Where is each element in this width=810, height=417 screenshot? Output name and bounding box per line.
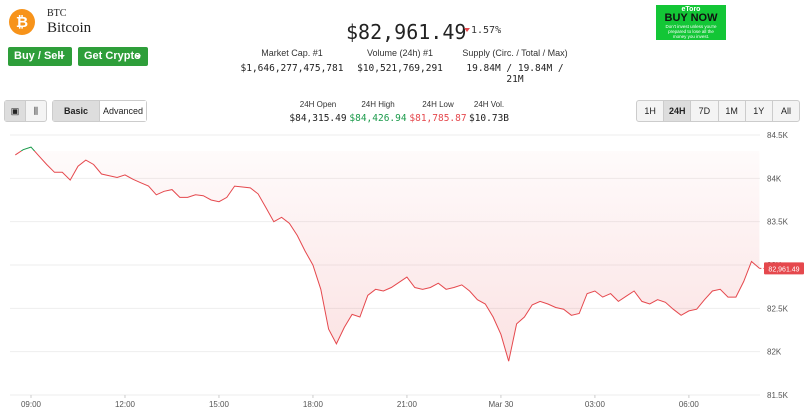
ad-cta: BUY NOW <box>664 12 718 24</box>
price-area <box>15 150 760 362</box>
x-tick-label: Mar 30 <box>488 400 513 409</box>
mode-button[interactable]: Basic <box>53 101 100 121</box>
stat: Market Cap. #1 $1,646,277,475,781 <box>232 48 352 74</box>
y-tick-label: 84K <box>767 174 782 183</box>
range-button[interactable]: All <box>780 106 791 116</box>
y-tick-label: 82.5K <box>767 304 789 313</box>
stat: Volume (24h) #1 $10,521,769,291 <box>340 48 460 74</box>
day-stat-value: $10.73B <box>468 113 510 124</box>
price-tag <box>764 262 804 275</box>
mode-toggle: Basic Advanced <box>52 100 147 122</box>
price-line-down <box>15 150 760 362</box>
day-stat: 24H High $84,426.94 <box>333 100 423 124</box>
symbol: BTC <box>47 8 67 19</box>
btc-icon: ₿ <box>9 9 35 35</box>
stat-label: Volume (24h) #1 <box>366 48 434 58</box>
range-button[interactable]: 24H <box>664 101 692 121</box>
down-arrow <box>464 28 470 35</box>
line-icon[interactable]: ▣ <box>5 101 26 121</box>
stat-value: $10,521,769,291 <box>357 63 443 74</box>
stat-label: Market Cap. #1 <box>261 48 323 58</box>
day-stat-label: 24H Vol. <box>473 100 505 109</box>
stat-label: Supply (Circ. / Total / Max) <box>462 48 568 58</box>
range-button[interactable]: 1Y <box>746 101 773 121</box>
stat-value: $1,646,277,475,781 <box>240 63 344 74</box>
day-stat: 24H Low $81,785.87 <box>393 100 483 124</box>
ad-brand: eToro <box>681 6 701 13</box>
day-stat-label: 24H Low <box>422 100 454 109</box>
chart: 84.5K84K83.5K83K82.5K82K81.5K09:0012:001… <box>10 131 804 409</box>
day-stat-value: $81,785.87 <box>409 113 467 124</box>
ad[interactable]: eToro BUY NOW Don't invest unless you're… <box>656 5 726 40</box>
day-stat: 24H Open $84,315.49 <box>273 100 363 124</box>
day-stat-value: $84,315.49 <box>289 113 347 124</box>
x-tick-label: 18:00 <box>303 400 324 409</box>
x-tick-label: 09:00 <box>21 400 42 409</box>
y-tick-label: 82K <box>767 348 782 357</box>
x-tick-label: 21:00 <box>397 400 418 409</box>
range-button[interactable]: 1H <box>637 101 665 121</box>
day-stat: 24H Vol. $10.73B <box>444 100 534 124</box>
y-tick-label: 81.5K <box>767 391 789 400</box>
y-tick-label: 83.5K <box>767 218 789 227</box>
day-stat-value: $84,426.94 <box>349 113 407 124</box>
coin-name: Bitcoin <box>47 20 92 36</box>
price-tag-label: 82,961.49 <box>768 266 799 273</box>
day-stat-label: 24H High <box>361 100 395 109</box>
price-change: 1.57% <box>471 25 502 36</box>
mode-button[interactable]: Advanced <box>100 101 146 121</box>
range-button[interactable]: 1M <box>719 101 746 121</box>
day-stat-label: 24H Open <box>299 100 337 109</box>
ad-disclaimer: Don't invest unless you're prepared to l… <box>665 24 717 39</box>
stat: Supply (Circ. / Total / Max) 19.84M / 19.… <box>455 48 575 85</box>
range-button[interactable]: 7D <box>691 101 719 121</box>
candle-icon[interactable]: ⫼ <box>33 106 39 116</box>
chart-type-toggle: ▣ ⫼ <box>4 100 47 122</box>
get-crypto-button[interactable]: Get Crypto <box>78 47 148 66</box>
x-tick-label: 03:00 <box>585 400 606 409</box>
x-tick-label: 15:00 <box>209 400 230 409</box>
range-toggle: 1H 24H 7D 1M 1Y All <box>636 100 800 122</box>
stat-value: 19.84M / 19.84M / 21M <box>466 63 564 85</box>
buy-sell-button[interactable]: Buy / Sell <box>8 47 72 66</box>
y-tick-label: 84.5K <box>767 131 789 140</box>
x-tick-label: 12:00 <box>115 400 136 409</box>
svg-text:₿: ₿ <box>16 14 28 31</box>
price: $82,961.49 <box>346 20 467 44</box>
x-tick-label: 06:00 <box>679 400 700 409</box>
